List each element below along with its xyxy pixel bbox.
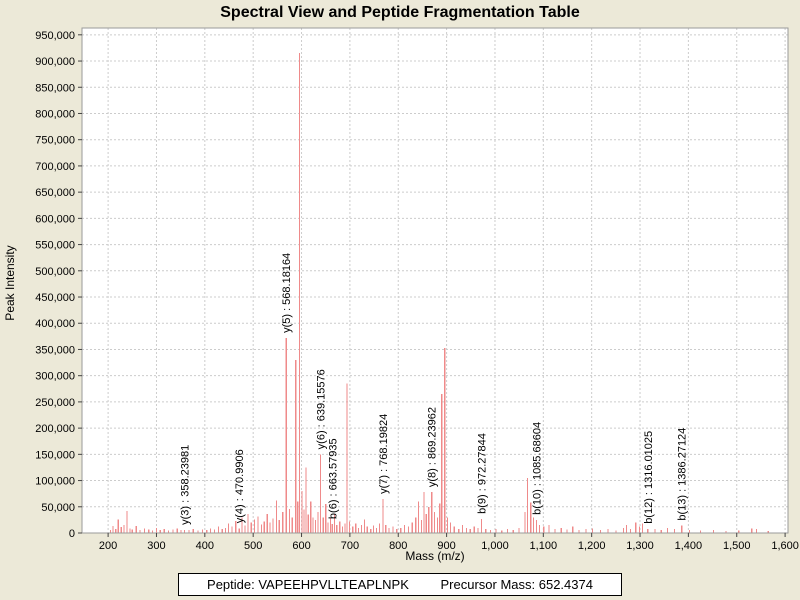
peptide-info-box: Peptide: VAPEEHPVLLTEAPLNPK Precursor Ma… (178, 573, 622, 596)
fragment-annotation: y(4) : 470.9906 (234, 449, 246, 523)
y-tick-label: 150,000 (35, 449, 75, 461)
fragment-annotation: y(5) : 568.18164 (281, 253, 293, 333)
y-tick-label: 650,000 (35, 187, 75, 199)
fragment-annotation: y(7) : 768.19824 (378, 414, 390, 494)
y-tick-label: 300,000 (35, 371, 75, 383)
plot-border (81, 27, 789, 534)
peaks-layer (109, 53, 769, 533)
fragment-annotation: b(9) : 972.27844 (477, 433, 489, 514)
y-tick-label: 450,000 (35, 292, 75, 304)
y-tick-label: 800,000 (35, 108, 75, 120)
y-tick-label: 100,000 (35, 476, 75, 488)
y-tick-label: 500,000 (35, 266, 75, 278)
x-tick-label: 300 (147, 540, 165, 552)
y-tick-label: 900,000 (35, 56, 75, 68)
peptide-info-bar: Peptide: VAPEEHPVLLTEAPLNPK Precursor Ma… (0, 573, 800, 596)
fragment-annotation: b(6) : 663.57935 (327, 438, 339, 519)
x-tick-label: 1,500 (723, 540, 751, 552)
y-tick-label: 850,000 (35, 82, 75, 94)
x-tick-label: 600 (292, 540, 310, 552)
x-tick-label: 1,200 (578, 540, 606, 552)
y-tick-label: 550,000 (35, 240, 75, 252)
x-tick-label: 1,100 (530, 540, 558, 552)
y-tick-label: 750,000 (35, 135, 75, 147)
peptide-sequence-label: Peptide: VAPEEHPVLLTEAPLNPK (207, 577, 409, 592)
x-tick-label: 1,600 (771, 540, 799, 552)
y-tick-label: 600,000 (35, 213, 75, 225)
precursor-mass-label: Precursor Mass: 652.4374 (440, 577, 593, 592)
x-tick-label: 700 (341, 540, 359, 552)
grid-layer (82, 28, 788, 533)
x-tick-label: 800 (389, 540, 407, 552)
chart-title: Spectral View and Peptide Fragmentation … (220, 4, 580, 21)
x-tick-label: 200 (99, 540, 117, 552)
fragment-annotation: b(10) : 1085.68604 (531, 422, 543, 515)
y-tick-label: 200,000 (35, 423, 75, 435)
x-tick-label: 1,400 (675, 540, 703, 552)
x-tick-label: 400 (196, 540, 214, 552)
x-tick-label: 500 (244, 540, 262, 552)
y-tick-label: 400,000 (35, 318, 75, 330)
annotations-layer: y(3) : 358.23981 y(4) : 470.9906 y(5) : 56… (180, 253, 689, 525)
x-tick-label: 1,000 (481, 540, 509, 552)
axes-layer: 200 300 400 500 600 700 800 900 1,000 1,100 1,200 1… (35, 27, 799, 552)
plot-background (82, 28, 788, 533)
fragment-annotation: b(12) : 1316.01025 (643, 431, 655, 524)
fragment-annotation: b(13) : 1386.27124 (677, 428, 689, 521)
fragment-annotation: y(3) : 358.23981 (180, 445, 192, 525)
x-tick-label: 1,300 (626, 540, 654, 552)
y-axis-title: Peak Intensity (3, 245, 17, 320)
fragment-annotation: y(6) : 639.15576 (315, 369, 327, 449)
x-axis-title: Mass (m/z) (405, 549, 464, 563)
y-tick-label: 250,000 (35, 397, 75, 409)
spectrum-plot[interactable]: 200 300 400 500 600 700 800 900 1,000 1,100 1,200 1… (0, 0, 800, 570)
y-tick-label: 700,000 (35, 161, 75, 173)
y-tick-label: 350,000 (35, 344, 75, 356)
y-tick-label: 950,000 (35, 30, 75, 42)
y-tick-label: 0 (69, 528, 75, 540)
y-tick-label: 50,000 (41, 502, 75, 514)
fragment-annotation: y(8) : 869.23962 (427, 407, 439, 487)
x-tick-label: 900 (437, 540, 455, 552)
